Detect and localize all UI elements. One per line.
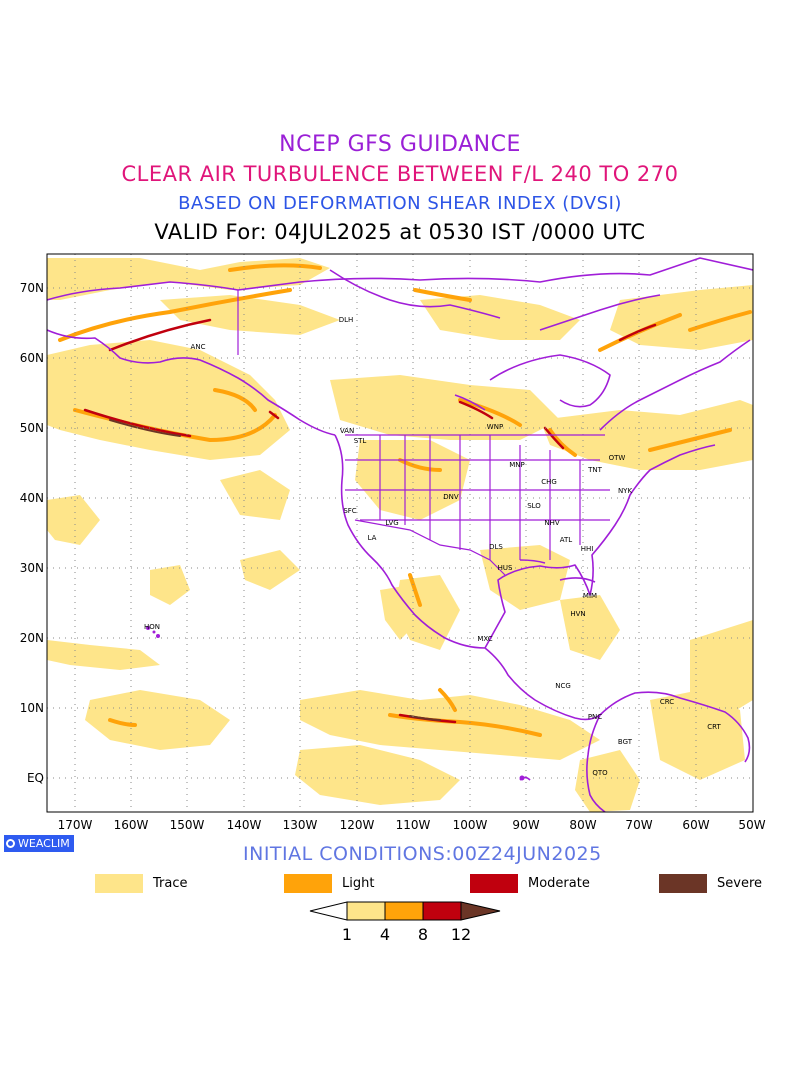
- station-label-atl: ATL: [559, 536, 573, 544]
- colorbar-segment-moderate: [422, 901, 462, 921]
- colorbar-level-8: 8: [417, 925, 429, 944]
- lat-label-60n: 60N: [19, 351, 44, 365]
- station-label-mim: MIM: [582, 592, 598, 600]
- globe-icon: [6, 839, 15, 848]
- moderate-areas: [83, 318, 657, 724]
- colorbar-segment-severe: [460, 901, 501, 921]
- station-label-hhi: HHI: [580, 545, 594, 553]
- station-label-pnc: PNC: [587, 713, 603, 721]
- valid-time: VALID For: 04JUL2025 at 0530 IST /0000 U…: [154, 220, 646, 244]
- lat-label-10n: 10N: [19, 701, 44, 715]
- colorbar-segment-below: [309, 901, 348, 921]
- lon-label-170w: 170W: [57, 818, 93, 832]
- lat-label-eq: EQ: [26, 771, 44, 785]
- station-label-dlh: DLH: [338, 316, 354, 324]
- station-label-crt: CRT: [707, 723, 721, 731]
- lon-label-130w: 130W: [282, 818, 318, 832]
- trace-areas: [47, 258, 753, 812]
- station-label-bgt: BGT: [617, 738, 633, 746]
- title-line-2: CLEAR AIR TURBULENCE BETWEEN F/L 240 TO …: [121, 162, 679, 186]
- station-label-hvn: HVN: [570, 610, 586, 618]
- lon-label-80w: 80W: [569, 818, 597, 832]
- station-label-dls: DLS: [489, 543, 503, 551]
- title-line-3: BASED ON DEFORMATION SHEAR INDEX (DVSI): [178, 193, 622, 214]
- station-label-nyk: NYK: [617, 487, 633, 495]
- station-label-nhv: NHV: [544, 519, 560, 527]
- station-label-sfc: SFC: [343, 507, 357, 515]
- map-frame: [46, 253, 754, 813]
- station-label-otw: OTW: [608, 454, 626, 462]
- lon-label-140w: 140W: [226, 818, 262, 832]
- lat-label-70n: 70N: [19, 281, 44, 295]
- colorbar-segment-light: [384, 901, 424, 921]
- colorbar-level-12: 12: [450, 925, 472, 944]
- lat-label-20n: 20N: [19, 631, 44, 645]
- lon-label-110w: 110W: [395, 818, 431, 832]
- legend-swatch-severe: [659, 873, 707, 893]
- station-label-stl: STL: [353, 437, 367, 445]
- graticule: [47, 254, 753, 812]
- station-label-ncg: NCG: [555, 682, 571, 690]
- legend-trace: Trace: [95, 873, 188, 893]
- station-label-hon: HON: [143, 623, 161, 631]
- station-label-dnv: DNV: [443, 493, 459, 501]
- lon-label-50w: 50W: [738, 818, 766, 832]
- title-line-1: NCEP GFS GUIDANCE: [279, 132, 521, 157]
- station-label-hus: HUS: [497, 564, 513, 572]
- lon-label-150w: 150W: [169, 818, 205, 832]
- turbulence-fields: [47, 258, 753, 812]
- station-label-crc: CRC: [659, 698, 675, 706]
- station-label-slo: SLO: [527, 502, 541, 510]
- legend-label-trace: Trace: [153, 875, 188, 891]
- station-label-tnt: TNT: [588, 466, 602, 474]
- brand-label: WEACLIM: [18, 837, 70, 850]
- legend-label-moderate: Moderate: [528, 875, 590, 891]
- legend-swatch-moderate: [470, 873, 518, 893]
- lat-label-40n: 40N: [19, 491, 44, 505]
- initial-conditions: INITIAL CONDITIONS:00Z24JUN2025: [243, 843, 602, 865]
- legend-moderate: Moderate: [470, 873, 590, 893]
- station-label-lvg: LVG: [385, 519, 399, 527]
- legend-label-severe: Severe: [717, 875, 762, 891]
- legend-swatch-trace: [95, 873, 143, 893]
- station-label-chg: CHG: [541, 478, 557, 486]
- legend-severe: Severe: [659, 873, 762, 893]
- colorbar-level-1: 1: [341, 925, 353, 944]
- lat-label-30n: 30N: [19, 561, 44, 575]
- coastlines: [47, 257, 753, 812]
- political-borders: [237, 290, 610, 576]
- station-label-qto: QTO: [592, 769, 608, 777]
- lat-label-50n: 50N: [19, 421, 44, 435]
- islands: [146, 626, 525, 781]
- lon-label-60w: 60W: [682, 818, 710, 832]
- station-label-mnp: MNP: [509, 461, 525, 469]
- lon-label-100w: 100W: [452, 818, 488, 832]
- color-bar: [309, 901, 501, 921]
- colorbar-segment-trace: [346, 901, 386, 921]
- station-label-la: LA: [367, 534, 377, 542]
- station-label-wnp: WNP: [486, 423, 504, 431]
- colorbar-level-4: 4: [379, 925, 391, 944]
- station-label-mxc: MXC: [477, 635, 493, 643]
- lon-label-90w: 90W: [512, 818, 540, 832]
- legend-label-light: Light: [342, 875, 375, 891]
- weaclim-badge: WEACLIM: [4, 835, 74, 852]
- station-label-anc: ANC: [190, 343, 206, 351]
- station-label-van: VAN: [339, 427, 355, 435]
- lon-label-160w: 160W: [113, 818, 149, 832]
- legend-light: Light: [284, 873, 374, 893]
- legend-swatch-light: [284, 873, 332, 893]
- lon-label-70w: 70W: [625, 818, 653, 832]
- lon-label-120w: 120W: [339, 818, 375, 832]
